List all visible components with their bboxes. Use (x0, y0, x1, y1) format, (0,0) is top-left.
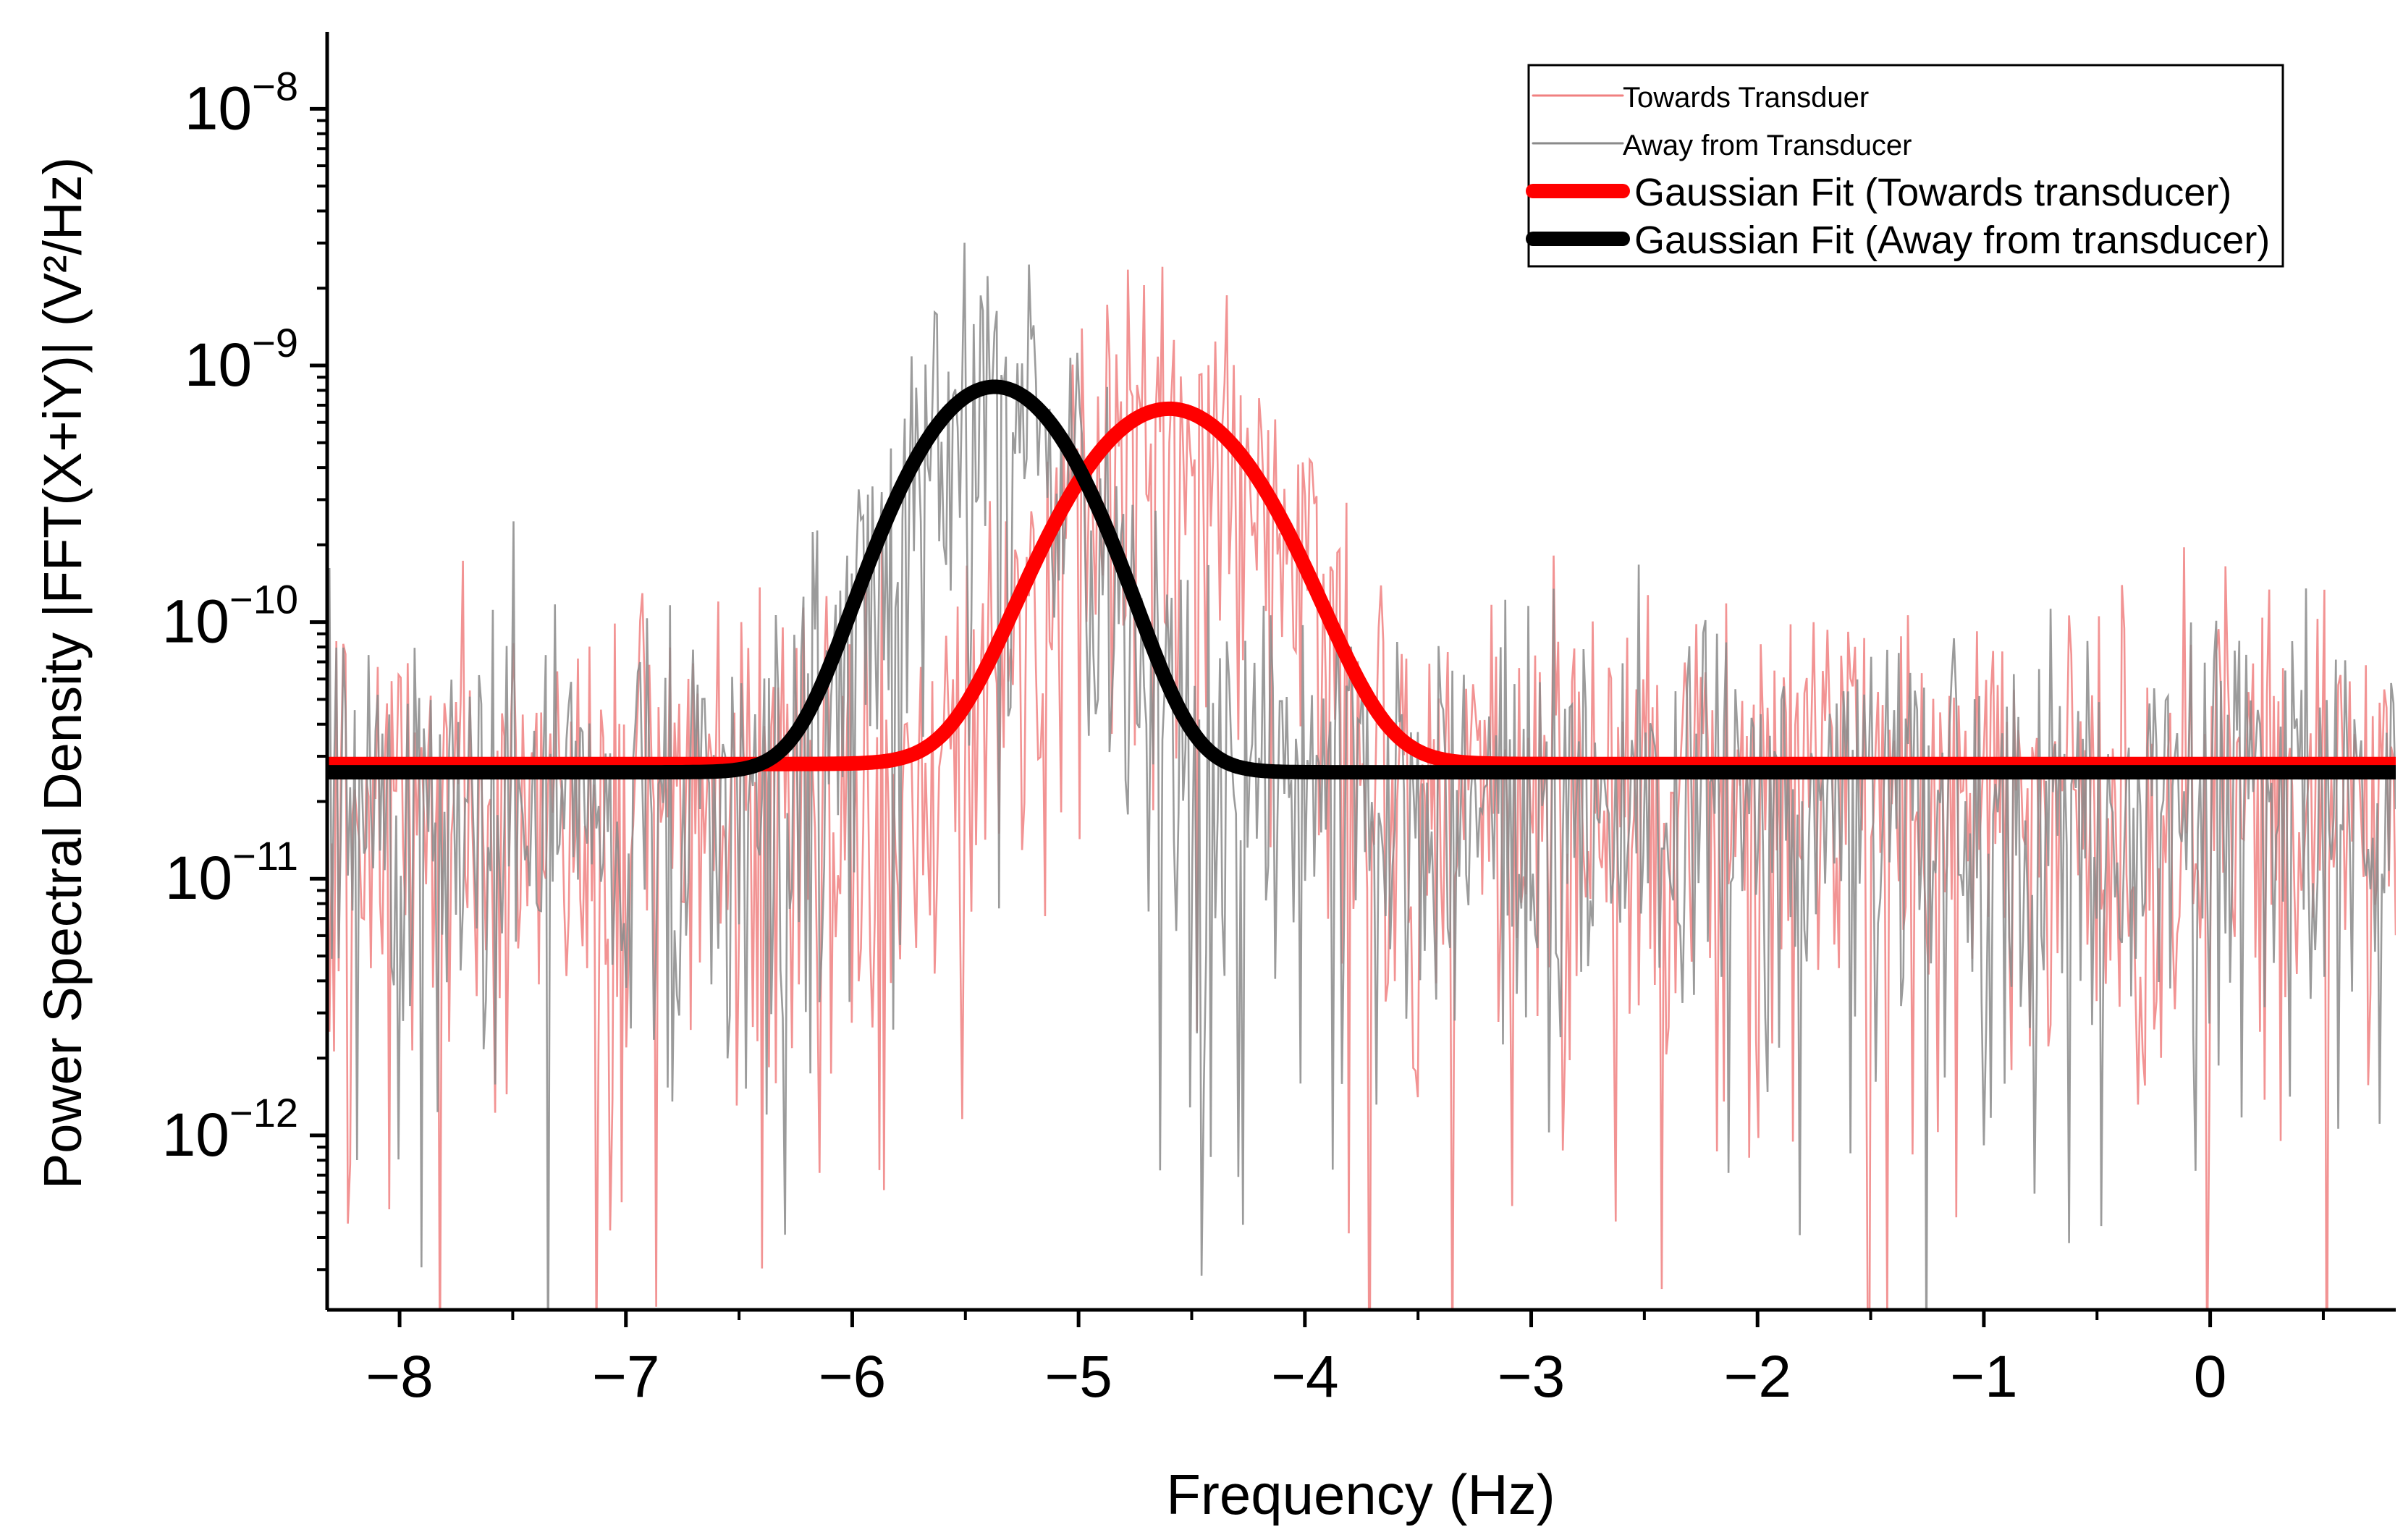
gaussian-fit-line-2 (327, 401, 2396, 771)
x-tick-label: −1 (1950, 1344, 2018, 1410)
gaussian-fit-line-3 (327, 379, 2396, 780)
y-tick-label: 10−9 (185, 320, 298, 399)
x-tick-label: −5 (1044, 1344, 1112, 1410)
legend-box (1527, 64, 2284, 268)
legend-item: Gaussian Fit (Away from transducer) (1526, 219, 2270, 262)
y-axis-title: Power Spectral Density |FFT(X+iY)| (V²/H… (33, 157, 93, 1189)
legend-label: Gaussian Fit (Towards transducer) (1634, 171, 2231, 214)
legend-label: Away from Transducer (1623, 130, 1912, 161)
y-ticks: 10−12 10−11 10−10 10−9 10−8 (162, 63, 327, 1272)
legend-label: Towards Transduer (1623, 82, 1869, 114)
x-tick-label: −7 (592, 1344, 660, 1410)
legend-item: Gaussian Fit (Towards transducer) (1526, 171, 2231, 214)
legend-label: Gaussian Fit (Away from transducer) (1634, 219, 2270, 262)
x-ticks: −8 −7 −6 −5 −4 −3 −2 −1 0 (366, 1310, 2325, 1410)
axes (325, 32, 2396, 1312)
x-axis-title: Frequency (Hz) (1166, 1463, 1555, 1526)
x-tick-label: −2 (1723, 1344, 1791, 1410)
x-tick-label: −3 (1498, 1344, 1566, 1410)
x-tick-label: −8 (366, 1344, 434, 1410)
x-tick-label: −6 (819, 1344, 887, 1410)
y-tick-label: 10−11 (165, 833, 298, 912)
y-tick-label: 10−10 (162, 577, 298, 656)
legend-item: Towards Transduer (1532, 82, 1869, 114)
fit-series-layer (327, 379, 2396, 780)
x-tick-label: −4 (1271, 1344, 1339, 1410)
legend: Towards Transduer Away from Transducer Gau… (1526, 64, 2284, 268)
x-tick-label: 0 (2194, 1344, 2227, 1410)
noise-line-1 (327, 242, 2396, 1310)
y-tick-label: 10−12 (162, 1090, 298, 1169)
legend-item: Away from Transducer (1532, 130, 1912, 161)
y-tick-label: 10−8 (185, 63, 298, 142)
